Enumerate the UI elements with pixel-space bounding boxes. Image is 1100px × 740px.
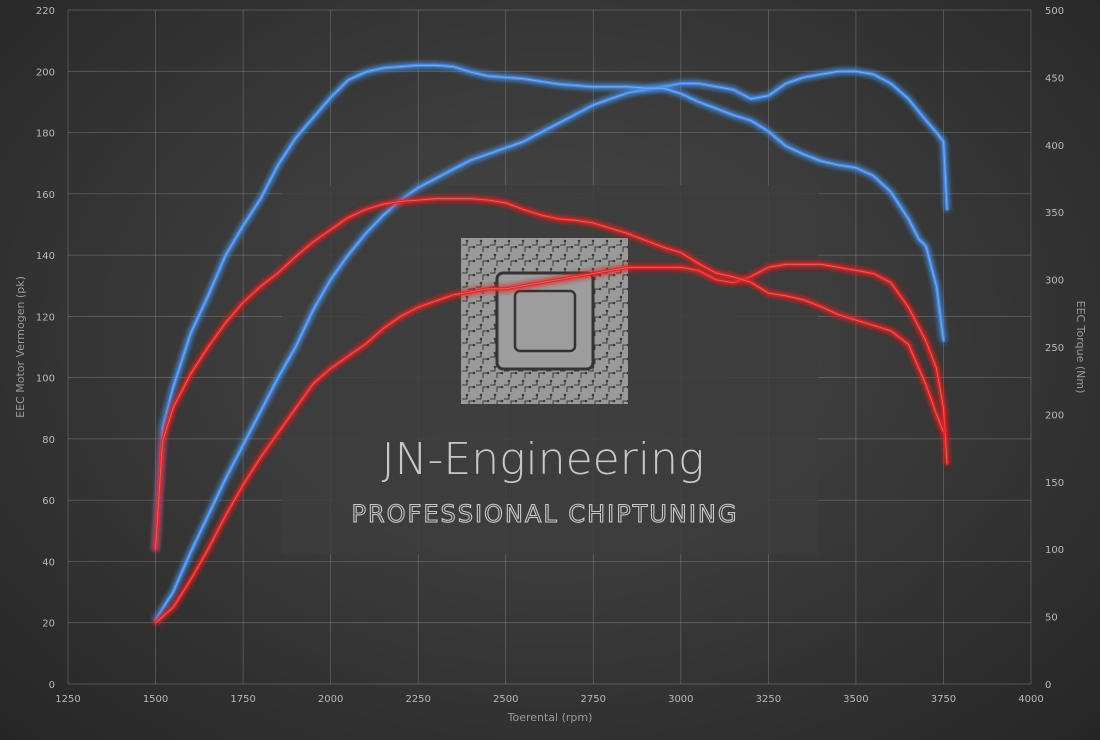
x-tick-label: 2500 bbox=[493, 694, 518, 705]
x-tick-label: 2750 bbox=[581, 694, 606, 705]
x-tick-label: 3500 bbox=[843, 694, 868, 705]
y-axis-title: EEC Motor Vermogen (pk) bbox=[14, 276, 27, 418]
y2-tick-label: 200 bbox=[1045, 410, 1064, 421]
x-tick-label: 2000 bbox=[318, 694, 343, 705]
series-highlight-2 bbox=[155, 263, 948, 624]
y-tick-label: 220 bbox=[36, 6, 55, 17]
y2-tick-label: 100 bbox=[1045, 545, 1064, 556]
y2-tick-label: 0 bbox=[1045, 680, 1051, 691]
x-axis-title: Toerental (rpm) bbox=[507, 711, 593, 724]
y2-tick-label: 300 bbox=[1045, 276, 1064, 287]
series-highlight-0 bbox=[155, 70, 948, 620]
y2-tick-label: 350 bbox=[1045, 208, 1064, 219]
x-tick-label: 3250 bbox=[756, 694, 781, 705]
y2-tick-label: 500 bbox=[1045, 6, 1064, 17]
y2-tick-label: 250 bbox=[1045, 343, 1064, 354]
x-tick-label: 3750 bbox=[931, 694, 956, 705]
y2-tick-label: 50 bbox=[1045, 613, 1058, 624]
series-highlight-1 bbox=[155, 64, 944, 550]
y-tick-label: 100 bbox=[36, 374, 55, 385]
y2-tick-label: 450 bbox=[1045, 73, 1064, 84]
logo-title: JN-Engineering bbox=[382, 434, 705, 485]
y-tick-label: 20 bbox=[42, 619, 55, 630]
x-tick-label: 1500 bbox=[143, 694, 168, 705]
y-tick-label: 80 bbox=[42, 435, 55, 446]
y-tick-label: 60 bbox=[42, 496, 55, 507]
y-tick-label: 0 bbox=[49, 680, 55, 691]
logo-subtitle: PROFESSIONAL CHIPTUNING bbox=[352, 500, 739, 528]
x-tick-label: 2250 bbox=[405, 694, 430, 705]
y-tick-label: 140 bbox=[36, 251, 55, 262]
x-tick-label: 1750 bbox=[230, 694, 255, 705]
y-tick-label: 180 bbox=[36, 129, 55, 140]
chip-icon bbox=[461, 238, 628, 404]
y2-tick-label: 400 bbox=[1045, 141, 1064, 152]
x-tick-label: 3000 bbox=[668, 694, 693, 705]
y2-tick-label: 150 bbox=[1045, 478, 1064, 489]
x-tick-label: 1250 bbox=[55, 694, 80, 705]
y-tick-label: 160 bbox=[36, 190, 55, 201]
series bbox=[153, 63, 949, 625]
y-tick-label: 200 bbox=[36, 67, 55, 78]
logo-watermark: JN-Engineering PROFESSIONAL CHIPTUNING bbox=[282, 185, 818, 554]
tick-labels: 1250 1500 1750 2000 2250 2500 2750 3000 3250 3500… bbox=[36, 6, 1064, 705]
y-tick-label: 40 bbox=[42, 557, 55, 568]
y2-axis-title: EEC Torque (Nm) bbox=[1074, 301, 1087, 394]
x-tick-label: 4000 bbox=[1018, 694, 1043, 705]
series-highlight-3 bbox=[155, 198, 944, 550]
y-tick-label: 120 bbox=[36, 312, 55, 323]
